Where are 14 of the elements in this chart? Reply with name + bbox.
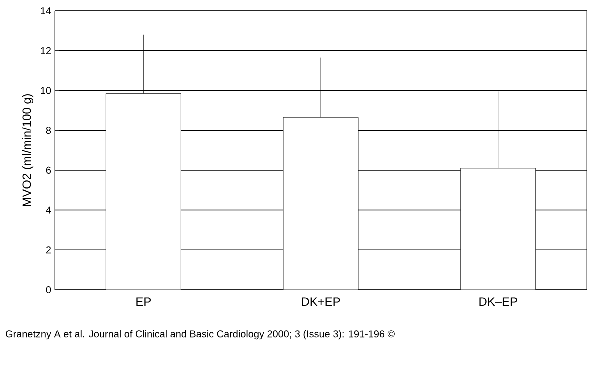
y-tick-label: 2 [46, 246, 51, 254]
y-tick-label: 4 [46, 206, 52, 214]
x-tick-label: DK–EP [480, 298, 518, 306]
y-tick-label: 0 [46, 286, 52, 294]
y-axis-title: MVO2 (ml/min/100 g) [22, 94, 34, 206]
y-tick-label: 10 [41, 87, 52, 94]
y-tick-label: 14 [41, 8, 52, 14]
y-tick-label: 12 [41, 47, 51, 54]
bar [460, 168, 536, 290]
y-tick-label: 8 [46, 127, 52, 134]
text: Granetzny A et al. Journal of Clinical and Basic Cardiology 2000; 3 (Issue 3): 191-196 © [6, 330, 395, 340]
x-tick-label: DK+EP [302, 298, 340, 306]
y-tick-label: 6 [46, 166, 52, 174]
x-tick-label: EP [136, 298, 152, 306]
